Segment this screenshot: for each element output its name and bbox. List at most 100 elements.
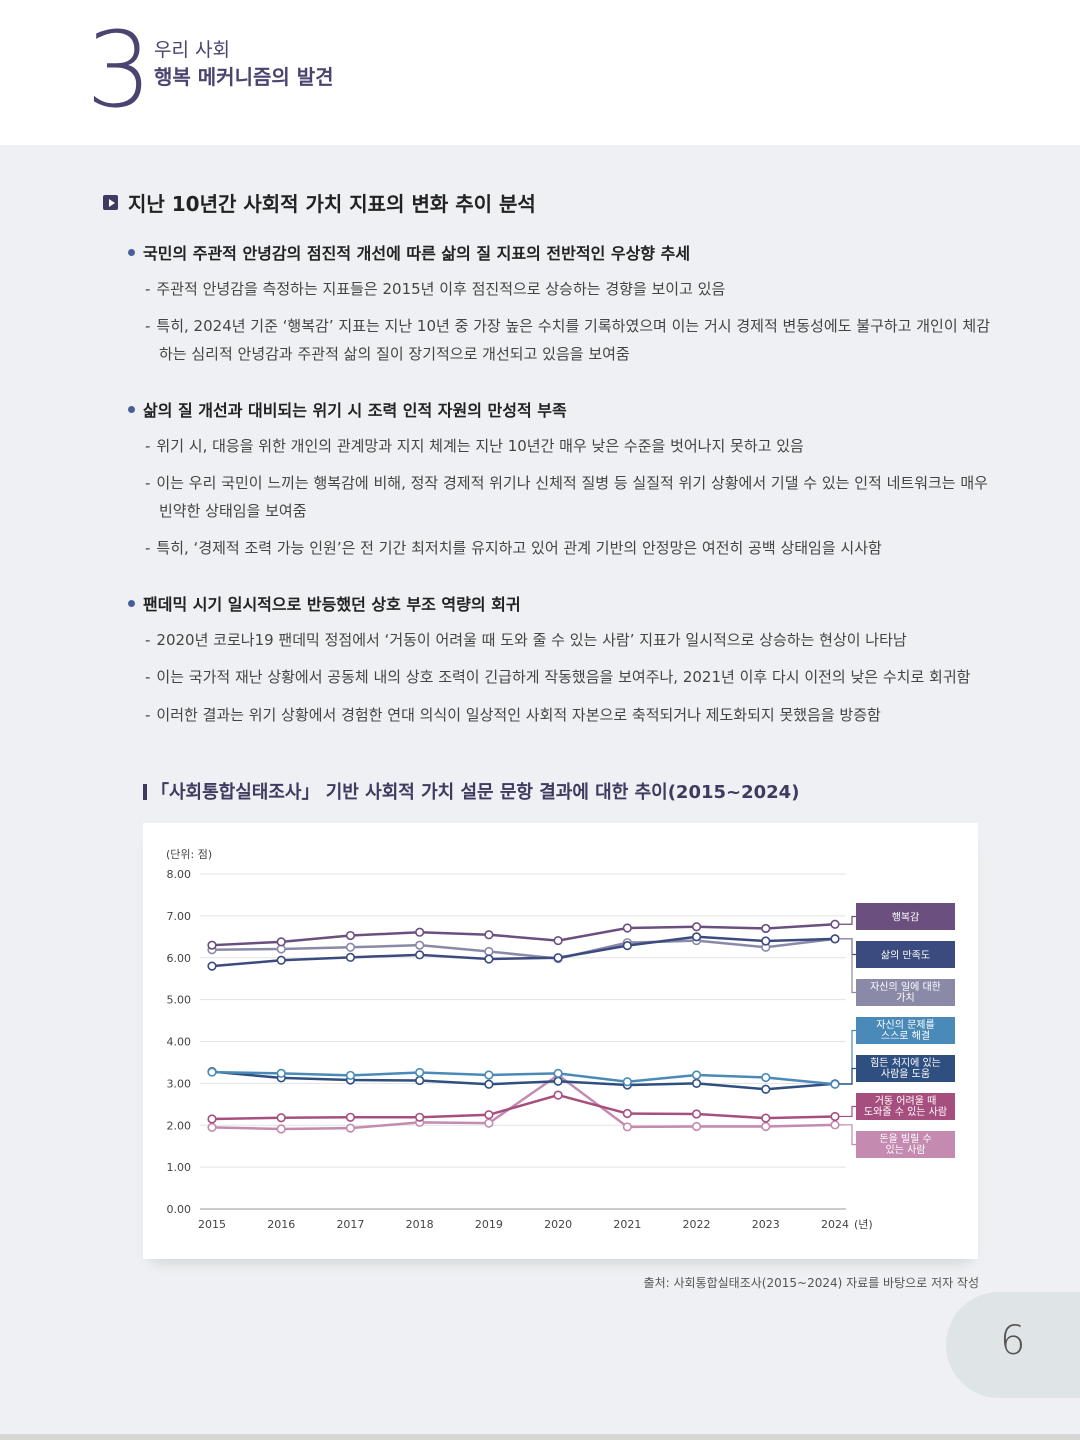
bullet-2-item-1-text: 위기 시, 대응을 위한 개인의 관계망과 지지 체계는 지난 10년간 매우 … xyxy=(156,437,804,455)
data-point xyxy=(276,1124,286,1134)
data-point xyxy=(830,1079,840,1089)
data-point xyxy=(691,922,702,932)
title-bar-icon xyxy=(143,784,147,800)
data-point xyxy=(622,1077,632,1087)
data-point xyxy=(345,942,356,952)
bullet-3-item-1: -2020년 코로나19 팬데믹 정점에서 ‘거동이 어려울 때 도와 줄 수 … xyxy=(145,631,907,649)
series-line xyxy=(211,937,836,960)
legend-label: 삶의 만족도 xyxy=(881,950,930,962)
x-tick-label: 2018 xyxy=(406,1218,434,1231)
data-point xyxy=(276,937,286,947)
x-tick-label: 2023 xyxy=(752,1218,780,1231)
data-point xyxy=(761,923,771,934)
data-point xyxy=(276,955,286,965)
data-point xyxy=(691,1121,702,1132)
chapter-subtitle: 우리 사회 xyxy=(154,39,230,61)
y-tick-label: 5.00 xyxy=(167,994,192,1007)
legend-label: 도와줄 수 있는 사람 xyxy=(864,1105,947,1118)
bullet-2-item-3: - 특히, ‘경제적 조력 가능 인원’은 전 기간 최저치를 유지하고 있어 관… xyxy=(145,539,882,557)
data-point xyxy=(415,1112,425,1122)
bullet-dot-icon xyxy=(128,248,135,256)
data-point xyxy=(761,936,771,946)
bullet-2-item-3-text: 특히, ‘경제적 조력 가능 인원’은 전 기간 최저치를 유지하고 있어 관계… xyxy=(156,539,882,557)
legend-label: 가치 xyxy=(896,992,914,1004)
y-tick-label: 8.00 xyxy=(167,868,192,881)
legend-label: 힘든 처지에 있는 xyxy=(870,1057,941,1069)
data-point xyxy=(415,1075,425,1086)
data-point xyxy=(345,1123,356,1133)
legend-leader-line xyxy=(839,915,856,925)
bullet-2-item-2: - 이는 우리 국민이 느끼는 행복감에 비해, 정작 경제적 위기나 신체적 질… xyxy=(145,474,988,520)
chapter-title: 행복 메커니즘의 발견 xyxy=(154,65,334,89)
y-tick-label: 4.00 xyxy=(167,1036,192,1049)
data-point xyxy=(691,1078,702,1088)
series-line xyxy=(211,1070,836,1091)
legend-leader-line xyxy=(839,1124,856,1146)
data-point xyxy=(830,1111,840,1122)
data-point xyxy=(553,935,563,946)
data-point xyxy=(553,953,563,963)
data-point xyxy=(207,1114,217,1124)
data-point xyxy=(622,1108,632,1119)
legend-box xyxy=(856,1055,955,1082)
page-header: 3 우리 사회 행복 메커니즘의 발견 xyxy=(0,0,1080,145)
legend-label: 스스로 해결 xyxy=(881,1029,930,1042)
legend-box xyxy=(856,1017,955,1044)
y-tick-label: 2.00 xyxy=(167,1119,192,1132)
legend-box xyxy=(856,1131,955,1158)
data-point xyxy=(207,1122,217,1132)
bullet-dot-icon xyxy=(128,599,135,607)
data-point xyxy=(691,932,702,942)
series-line xyxy=(211,923,836,947)
x-tick-label: 2024 xyxy=(821,1218,849,1231)
section-heading: 지난 10년간 사회적 가치 지표의 변화 추이 분석 xyxy=(103,188,536,217)
legend-leader-line xyxy=(839,1029,856,1085)
legend-label: 있는 사람 xyxy=(886,1143,926,1156)
y-tick-label: 1.00 xyxy=(167,1161,192,1174)
bullet-3-item-3: - 이러한 결과는 위기 상황에서 경험한 연대 의식이 일상적인 사회적 자본으… xyxy=(145,706,881,724)
data-point xyxy=(761,1084,771,1094)
x-tick-label: 2020 xyxy=(544,1218,572,1231)
bullet-3-item-2-text: 이는 국가적 재난 상황에서 공동체 내의 상호 조력이 긴급하게 작동했음을 … xyxy=(156,668,971,686)
line-chart: (단위: 점) 0.00 1.00 2.00 3.00 4.00 5.00 6.00 7.00 8… xyxy=(166,848,955,1231)
x-tick-label: 2019 xyxy=(475,1218,503,1231)
legend-label: 자신의 문제를 xyxy=(876,1019,934,1031)
legend-box xyxy=(856,903,955,930)
bullet-2-item-1: - 위기 시, 대응을 위한 개인의 관계망과 지지 체계는 지난 10년간 매우… xyxy=(145,437,804,455)
y-tick-label: 0.00 xyxy=(167,1203,192,1216)
data-point xyxy=(415,950,425,960)
data-point xyxy=(484,1110,494,1120)
footer-divider xyxy=(0,1434,1080,1440)
bullet-dot-icon xyxy=(128,405,135,413)
square-play-icon xyxy=(103,195,118,210)
data-point xyxy=(484,1079,494,1089)
x-tick-label: 2021 xyxy=(613,1218,641,1231)
data-point xyxy=(484,946,494,957)
data-point xyxy=(415,1067,425,1078)
x-tick-label: 2017 xyxy=(336,1218,364,1231)
bullet-3-item-3-text: 이러한 결과는 위기 상황에서 경험한 연대 의식이 일상적인 사회적 자본으로… xyxy=(156,706,881,724)
legend-box xyxy=(856,941,955,968)
source-note: 출처: 사회통합실태조사(2015~2024) 자료를 바탕으로 저자 작성 xyxy=(643,1276,979,1290)
bullet-1-item-1-text: 주관적 안녕감을 측정하는 지표들은 2015년 이후 점진적으로 상승하는 경… xyxy=(156,280,726,298)
data-point xyxy=(622,941,632,951)
page-number: 6 xyxy=(1000,1318,1026,1364)
data-point xyxy=(276,1113,286,1123)
data-point xyxy=(622,923,632,933)
bullet-1-item-2-text: 특히, 2024년 기준 ‘행복감’ 지표는 지난 10년 중 가장 높은 수치… xyxy=(156,317,991,363)
page-number-tab xyxy=(946,1292,1080,1398)
data-point xyxy=(415,927,425,937)
x-tick-label: 2015 xyxy=(198,1218,226,1231)
legend-leader-line xyxy=(839,938,856,956)
data-point xyxy=(345,1070,356,1081)
bullet-2-item-2-text: 이는 우리 국민이 느끼는 행복감에 비해, 정작 경제적 위기나 신체적 질병… xyxy=(156,474,988,520)
bullet-3-item-2: - 이는 국가적 재난 상황에서 공동체 내의 상호 조력이 긴급하게 작동했음을… xyxy=(145,668,971,686)
chart-title: 「사회통합실태조사」 기반 사회적 가치 설문 문항 결과에 대한 추이(201… xyxy=(143,778,799,804)
data-point xyxy=(761,1072,771,1083)
bullet-1-title: 국민의 주관적 안녕감의 점진적 개선에 따른 삶의 질 지표의 전반적인 우상… xyxy=(143,244,691,263)
data-point xyxy=(691,1109,702,1119)
data-point xyxy=(207,961,217,971)
data-point xyxy=(484,1070,494,1080)
series-line xyxy=(211,1073,836,1131)
bullet-1-item-1: - 주관적 안녕감을 측정하는 지표들은 2015년 이후 점진적으로 상승하는 … xyxy=(145,280,726,298)
